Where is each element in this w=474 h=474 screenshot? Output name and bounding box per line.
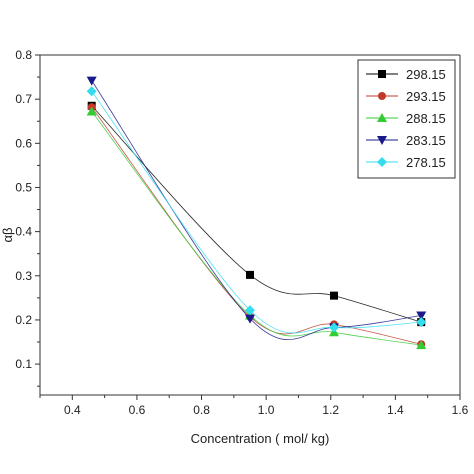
legend-entry: 293.15 [366, 89, 446, 104]
x-tick-label: 0.4 [64, 403, 81, 417]
data-point [245, 305, 255, 316]
series-line [91, 90, 422, 334]
series-line [91, 111, 422, 346]
legend-label: 293.15 [406, 89, 446, 104]
legend-label: 288.15 [406, 111, 446, 126]
legend-marker [378, 70, 386, 78]
data-point [86, 76, 97, 86]
x-tick-label: 0.6 [129, 403, 146, 417]
data-point [245, 314, 255, 324]
legend-box [357, 59, 456, 179]
x-tick-label: 1.2 [322, 403, 339, 417]
legend-label: 278.15 [406, 155, 446, 170]
y-tick-label: 0.7 [15, 92, 32, 106]
y-axis-title: αβ [0, 228, 15, 243]
series-278.15 [86, 86, 427, 334]
legend-label: 283.15 [406, 133, 446, 148]
legend-entry: 278.15 [366, 155, 446, 170]
series-layer [86, 76, 427, 350]
x-tick-label: 1.4 [387, 403, 404, 417]
x-axis-title: Concentration ( mol/ kg) [191, 431, 330, 446]
y-tick-label: 0.8 [15, 48, 32, 62]
legend-marker [377, 136, 387, 145]
y-tick-label: 0.6 [15, 136, 32, 150]
data-point [416, 311, 427, 321]
data-point [246, 270, 254, 279]
y-tick-label: 0.4 [15, 225, 32, 239]
legend-marker [377, 157, 387, 167]
y-tick-label: 0.3 [15, 269, 32, 283]
legend-marker [378, 92, 386, 100]
x-tick-label: 0.8 [193, 403, 210, 417]
x-tick-label: 1.0 [258, 403, 275, 417]
legend-entry: 298.15 [366, 67, 446, 82]
legend-entry: 288.15 [366, 111, 446, 126]
legend-marker [377, 113, 387, 122]
series-line [91, 80, 422, 340]
legend-label: 298.15 [406, 67, 446, 82]
x-tick-label: 1.6 [452, 403, 469, 417]
legend: 298.15 293.15 288.15 283.15 278.15 [357, 59, 456, 179]
data-point [329, 322, 339, 333]
y-tick-label: 0.2 [15, 313, 32, 327]
legend-entry: 283.15 [366, 133, 446, 148]
y-tick-label: 0.5 [15, 180, 32, 194]
data-point [86, 86, 97, 97]
axes-layer: 0.4 0.6 0.8 1.0 1.2 1.4 1.6 0.1 0.2 0.3 0.4 0.5 0.6 0… [15, 48, 468, 417]
data-point [416, 340, 427, 350]
y-tick-label: 0.1 [15, 357, 32, 371]
data-point [416, 317, 427, 328]
data-point [330, 291, 338, 300]
data-point [86, 106, 97, 116]
